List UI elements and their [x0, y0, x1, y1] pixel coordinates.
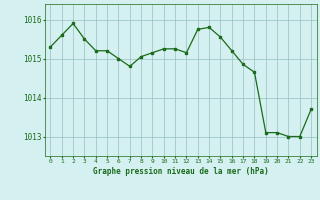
X-axis label: Graphe pression niveau de la mer (hPa): Graphe pression niveau de la mer (hPa) — [93, 167, 269, 176]
